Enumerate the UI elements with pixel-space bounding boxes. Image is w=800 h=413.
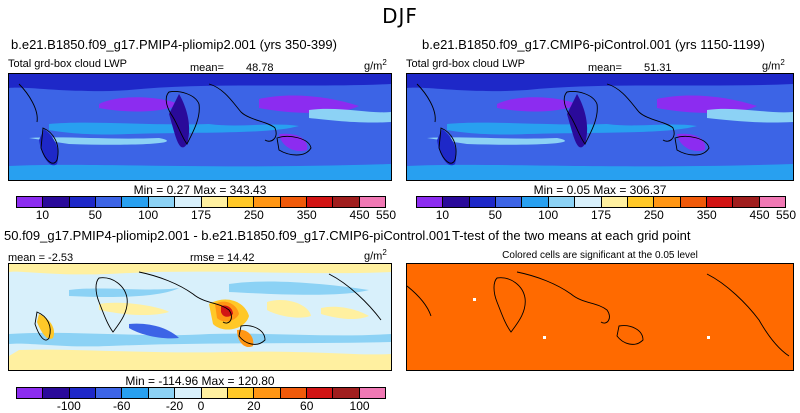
colorbar-difference: [16, 387, 386, 399]
colorbar-tick-label: 450: [349, 208, 370, 222]
colorbar-swatch: [227, 197, 255, 207]
colorbar-swatch: [627, 197, 655, 207]
colorbar-swatch: [148, 197, 176, 207]
units-pliomip: g/m2: [364, 58, 387, 73]
colorbar-picontrol: [416, 196, 786, 208]
lwp-map-pliomip-svg: [9, 74, 391, 180]
colorbar-swatch: [122, 197, 149, 207]
colorbar-swatch: [654, 197, 681, 207]
ttest-map-svg: [407, 264, 793, 370]
colorbar-swatch: [280, 197, 307, 207]
colorbar-tick-label: -20: [165, 399, 184, 413]
colorbar-ticks-difference: -100 -60 -20 0 20 60 100: [16, 399, 386, 413]
variable-label-picontrol: Total grd-box cloud LWP: [406, 58, 526, 70]
colorbar-swatch: [201, 388, 228, 398]
colorbar-swatch: [96, 197, 123, 207]
colorbar-swatch: [69, 388, 97, 398]
minmax-pliomip: Min = 0.27 Max = 343.43: [133, 183, 267, 197]
colorbar-swatch: [601, 197, 628, 207]
colorbar-pliomip: [16, 196, 386, 208]
colorbar-swatch: [496, 197, 523, 207]
colorbar-swatch: [548, 197, 576, 207]
colorbar-swatch: [43, 388, 70, 398]
colorbar-tick-label: 550: [375, 208, 397, 222]
colorbar-swatch: [201, 197, 228, 207]
panel-title-difference: 50.f09_g17.PMIP4-pliomip2.001 - b.e21.B1…: [4, 228, 451, 243]
colorbar-tick-label: 0: [197, 399, 205, 413]
mean-difference: mean = -2.53: [8, 252, 74, 264]
minmax-difference: Min = -114.96 Max = 120.80: [125, 374, 275, 388]
colorbar-swatch: [759, 197, 786, 207]
mean-value-pliomip: 48.78: [246, 62, 274, 74]
colorbar-swatch: [17, 388, 44, 398]
mean-value-picontrol: 51.31: [644, 62, 672, 74]
panel-title-pliomip: b.e21.B1850.f09_g17.PMIP4-pliomip2.001 (…: [11, 37, 337, 52]
colorbar-swatch: [175, 197, 202, 207]
colorbar-tick-label: 250: [243, 208, 264, 222]
panel-title-picontrol: b.e21.B1850.f09_g17.CMIP6-piControl.001 …: [422, 37, 765, 52]
colorbar-tick-label: 60: [300, 399, 314, 413]
colorbar-tick-label: 20: [247, 399, 261, 413]
lwp-map-pliomip: [8, 73, 392, 181]
colorbar-tick-label: 100: [538, 208, 559, 222]
colorbar-tick-label: 50: [88, 208, 102, 222]
panel-title-ttest: T-test of the two means at each grid poi…: [452, 228, 691, 243]
colorbar-swatch: [254, 388, 281, 398]
colorbar-tick-label: 175: [190, 208, 212, 222]
units-picontrol: g/m2: [762, 58, 785, 73]
colorbar-swatch: [122, 388, 149, 398]
colorbar-swatch: [69, 197, 97, 207]
colorbar-swatch: [680, 197, 707, 207]
colorbar-tick-label: 350: [296, 208, 317, 222]
colorbar-swatch: [359, 197, 386, 207]
colorbar-tick-label: -100: [56, 399, 81, 413]
colorbar-swatch: [43, 197, 70, 207]
mean-label-picontrol: mean=: [588, 62, 622, 74]
minmax-picontrol: Min = 0.05 Max = 306.37: [533, 183, 667, 197]
colorbar-swatch: [306, 197, 334, 207]
mean-label-pliomip: mean=: [190, 62, 224, 74]
colorbar-tick-label: 250: [643, 208, 664, 222]
difference-map: [8, 263, 392, 371]
colorbar-swatch: [733, 197, 760, 207]
colorbar-swatch: [522, 197, 549, 207]
colorbar-swatch: [333, 388, 360, 398]
units-difference: g/m2: [364, 248, 387, 263]
colorbar-tick-label: 50: [488, 208, 502, 222]
colorbar-swatch: [443, 197, 470, 207]
colorbar-tick-label: 10: [35, 208, 50, 222]
colorbar-swatch: [469, 197, 497, 207]
colorbar-swatch: [359, 388, 386, 398]
colorbar-swatch: [148, 388, 176, 398]
rmse-difference: rmse = 14.42: [190, 252, 255, 264]
colorbar-tick-label: 100: [138, 208, 159, 222]
colorbar-tick-label: 100: [349, 399, 370, 413]
colorbar-swatch: [280, 388, 307, 398]
colorbar-swatch: [575, 197, 602, 207]
ttest-map: [406, 263, 794, 371]
colorbar-swatch: [706, 197, 734, 207]
colorbar-tick-label: 10: [435, 208, 450, 222]
difference-map-svg: [9, 264, 391, 370]
colorbar-tick-label: 175: [590, 208, 612, 222]
ttest-subtitle: Colored cells are significant at the 0.0…: [502, 250, 698, 261]
lwp-map-picontrol-svg: [407, 74, 793, 180]
colorbar-swatch: [417, 197, 444, 207]
lwp-map-picontrol: [406, 73, 794, 181]
season-title: DJF: [382, 4, 418, 28]
colorbar-swatch: [175, 388, 202, 398]
variable-label-pliomip: Total grd-box cloud LWP: [8, 58, 128, 70]
colorbar-tick-label: 350: [696, 208, 717, 222]
colorbar-ticks-picontrol: 10 50 100 175 250 350 450 550: [416, 208, 796, 222]
colorbar-swatch: [17, 197, 44, 207]
colorbar-swatch: [333, 197, 360, 207]
colorbar-tick-label: -60: [113, 399, 131, 413]
colorbar-swatch: [254, 197, 281, 207]
colorbar-swatch: [227, 388, 255, 398]
colorbar-ticks-pliomip: 10 50 100 175 250 350 450 550: [16, 208, 396, 222]
colorbar-tick-label: 550: [775, 208, 797, 222]
colorbar-swatch: [96, 388, 123, 398]
colorbar-swatch: [306, 388, 334, 398]
colorbar-tick-label: 450: [749, 208, 770, 222]
